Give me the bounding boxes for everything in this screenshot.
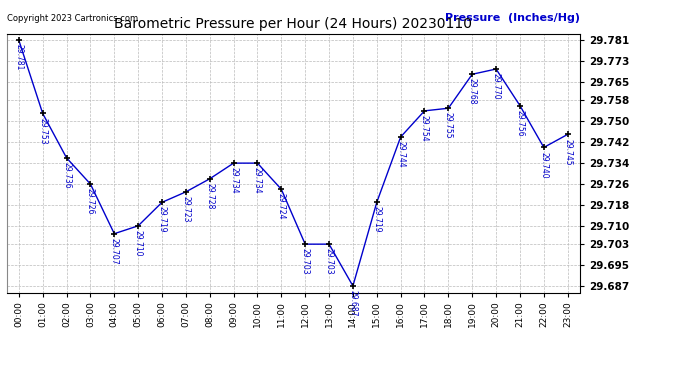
- Text: 29.740: 29.740: [540, 152, 549, 178]
- Text: 29.726: 29.726: [86, 188, 95, 215]
- Text: 29.703: 29.703: [301, 248, 310, 275]
- Text: 29.736: 29.736: [62, 162, 71, 189]
- Text: Copyright 2023 Cartronics.com: Copyright 2023 Cartronics.com: [7, 14, 138, 23]
- Text: 29.734: 29.734: [253, 167, 262, 194]
- Text: 29.719: 29.719: [157, 207, 166, 233]
- Text: 29.728: 29.728: [205, 183, 214, 209]
- Text: 29.745: 29.745: [563, 138, 572, 165]
- Title: Barometric Pressure per Hour (24 Hours) 20230110: Barometric Pressure per Hour (24 Hours) …: [115, 17, 472, 31]
- Text: 29.723: 29.723: [181, 196, 190, 222]
- Text: 29.768: 29.768: [468, 78, 477, 105]
- Text: 29.724: 29.724: [277, 194, 286, 220]
- Text: 29.755: 29.755: [444, 112, 453, 139]
- Text: Pressure  (Inches/Hg): Pressure (Inches/Hg): [444, 13, 580, 23]
- Text: 29.710: 29.710: [134, 230, 143, 256]
- Text: 29.707: 29.707: [110, 238, 119, 264]
- Text: 29.744: 29.744: [396, 141, 405, 168]
- Text: 29.781: 29.781: [14, 45, 23, 71]
- Text: 29.703: 29.703: [324, 248, 333, 275]
- Text: 29.756: 29.756: [515, 110, 524, 136]
- Text: 29.734: 29.734: [229, 167, 238, 194]
- Text: 29.719: 29.719: [373, 207, 382, 233]
- Text: 29.753: 29.753: [38, 118, 47, 144]
- Text: 29.770: 29.770: [491, 73, 500, 100]
- Text: 29.687: 29.687: [348, 290, 357, 316]
- Text: 29.754: 29.754: [420, 115, 429, 142]
